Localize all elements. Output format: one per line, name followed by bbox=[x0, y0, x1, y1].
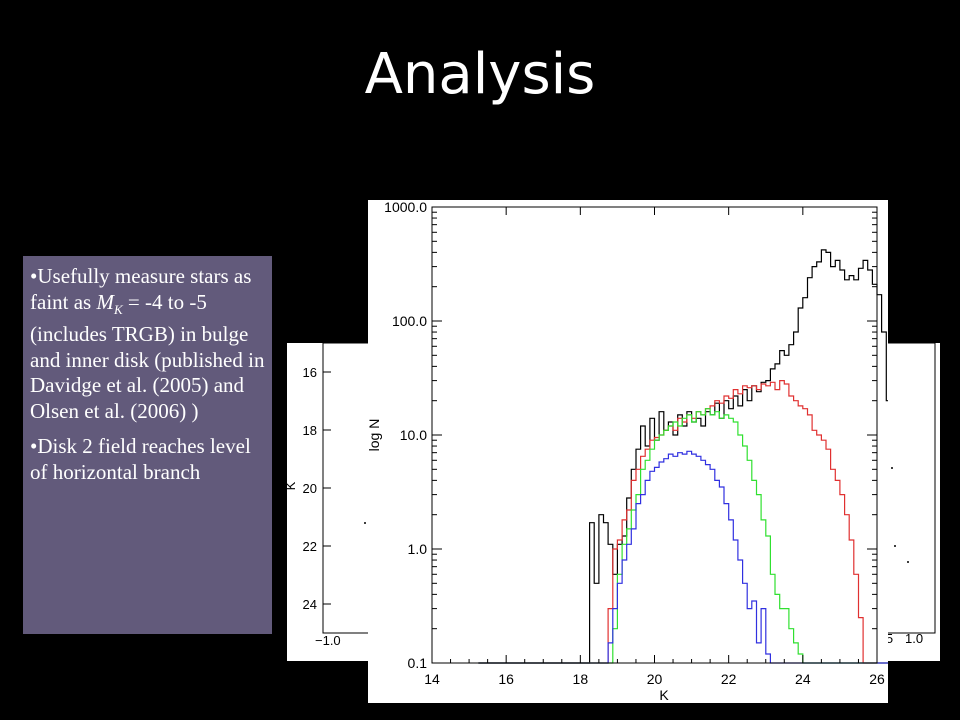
cmd-x-tick-label: −1.0 bbox=[315, 633, 341, 648]
magnitude-subscript: K bbox=[113, 301, 123, 317]
x-tick-label: 16 bbox=[498, 671, 514, 687]
y-tick-label: 10.0 bbox=[400, 427, 427, 443]
cmd-y-ticks: 16 18 20 22 24 bbox=[303, 365, 331, 612]
histogram-x-ticks: 14 16 18 20 22 24 26 bbox=[424, 207, 885, 687]
bullet-1-text-end: = -4 to -5 (includes TRGB) in bulge and … bbox=[30, 289, 265, 423]
histogram-series-0 bbox=[478, 249, 960, 664]
bullet-item-2: •Disk 2 field reaches level of horizonta… bbox=[30, 434, 266, 485]
slide-title: Analysis bbox=[364, 42, 596, 107]
magnitude-symbol: M bbox=[96, 289, 114, 314]
histogram-series-group bbox=[478, 249, 960, 664]
cmd-point bbox=[891, 467, 893, 469]
x-tick-label: 24 bbox=[795, 671, 811, 687]
bullet-marker: • bbox=[30, 264, 38, 288]
histogram-series-1 bbox=[478, 380, 960, 664]
cmd-x-tick-label: 1.0 bbox=[905, 631, 923, 646]
cmd-y-tick-label: 20 bbox=[303, 481, 317, 496]
bullet-2-text: Disk 2 field reaches level of horizontal… bbox=[30, 434, 251, 484]
histogram-x-axis-label: K bbox=[659, 687, 669, 703]
y-tick-label: 0.1 bbox=[408, 655, 428, 671]
cmd-y-tick-label: 24 bbox=[303, 597, 317, 612]
cmd-y-tick-label: 22 bbox=[303, 539, 317, 554]
cmd-y-tick-label: 18 bbox=[303, 423, 317, 438]
cmd-y-axis-label: K bbox=[287, 481, 298, 490]
cmd-point bbox=[907, 561, 909, 563]
bullet-1-text-start: Usefully measure stars as faint as bbox=[30, 264, 252, 314]
x-tick-label: 26 bbox=[869, 671, 885, 687]
x-tick-label: 22 bbox=[721, 671, 737, 687]
bullet-item-1: •Usefully measure stars as faint as MK =… bbox=[30, 264, 266, 424]
luminosity-function-chart: 14 16 18 20 22 24 26 0.1 1.0 10.0 100.0 1000.0 K l… bbox=[366, 199, 960, 703]
histogram-y-ticks: 0.1 1.0 10.0 100.0 1000.0 bbox=[384, 199, 877, 671]
x-tick-label: 14 bbox=[424, 671, 440, 687]
y-tick-label: 1000.0 bbox=[384, 200, 427, 215]
x-tick-label: 18 bbox=[573, 671, 589, 687]
x-tick-label: 20 bbox=[647, 671, 663, 687]
bullet-marker: • bbox=[30, 434, 38, 459]
y-tick-label: 100.0 bbox=[392, 313, 427, 329]
cmd-point bbox=[364, 522, 366, 524]
histogram-y-axis-label: log N bbox=[368, 419, 382, 452]
cmd-point bbox=[894, 545, 896, 547]
cmd-y-tick-label: 16 bbox=[303, 365, 317, 380]
bullet-text-box: •Usefully measure stars as faint as MK =… bbox=[23, 256, 272, 634]
histogram-series-3 bbox=[478, 450, 960, 664]
luminosity-function-panel: 14 16 18 20 22 24 26 0.1 1.0 10.0 100.0 1000.0 K l… bbox=[366, 199, 960, 703]
y-tick-label: 1.0 bbox=[408, 541, 428, 557]
